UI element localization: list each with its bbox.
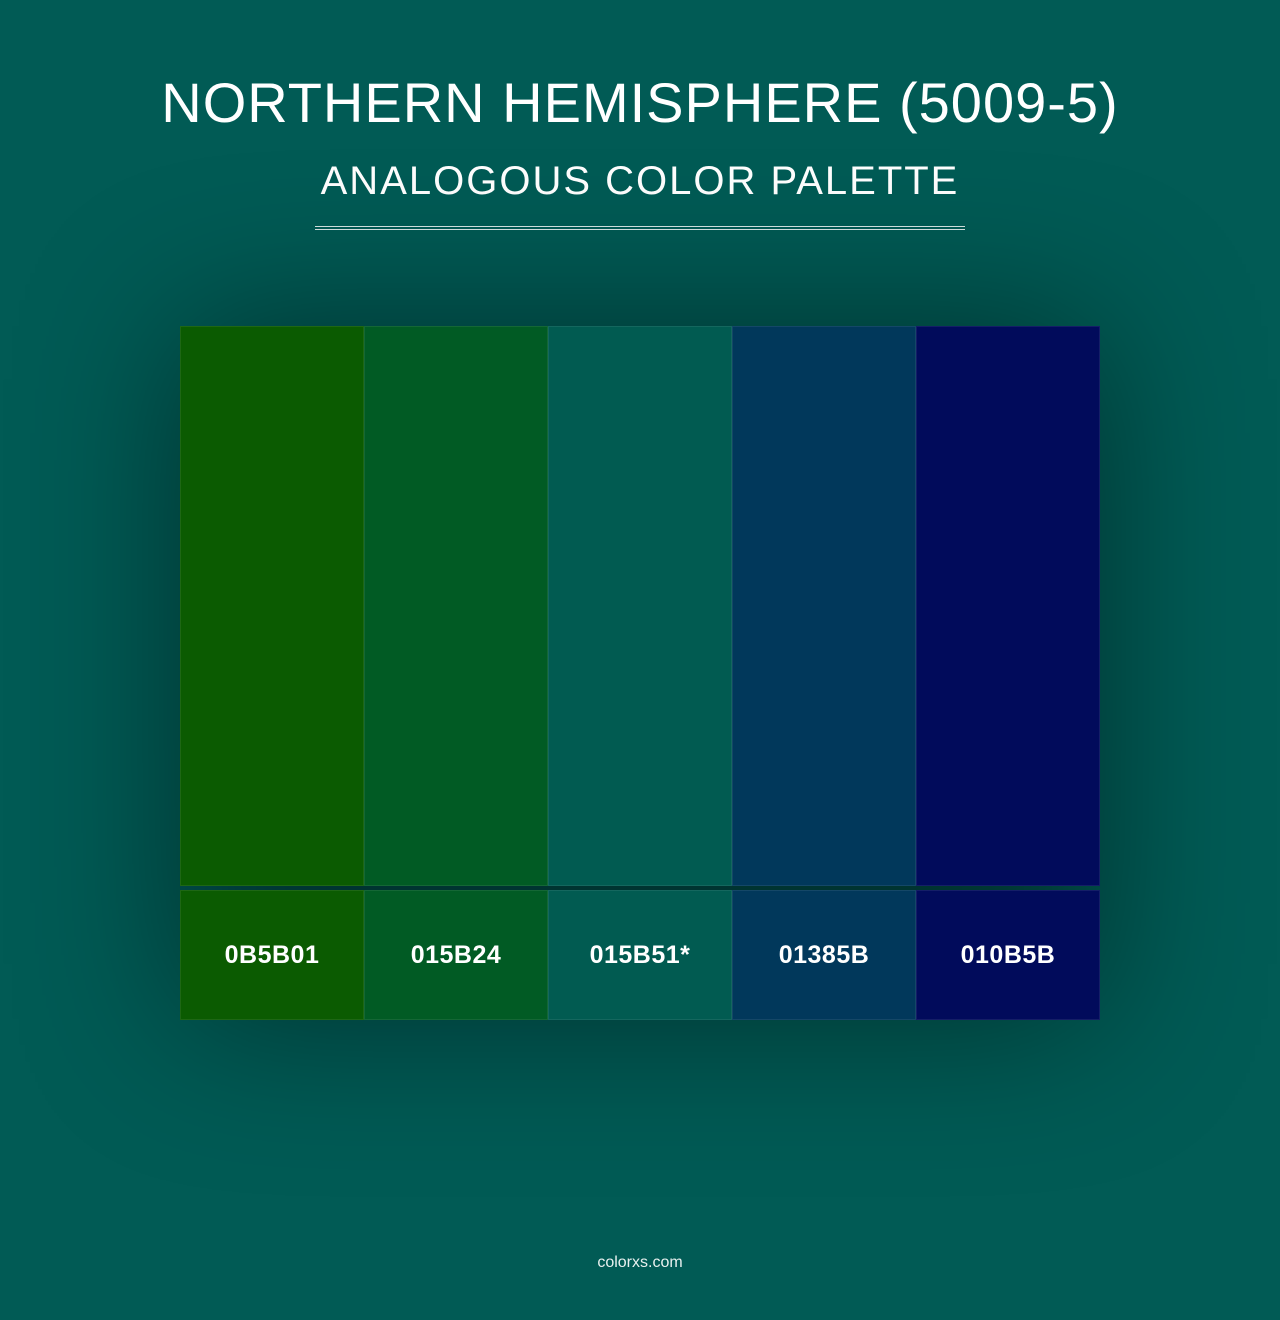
swatch-row bbox=[180, 326, 1100, 886]
swatch bbox=[364, 326, 548, 886]
page-title: NORTHERN HEMISPHERE (5009-5) bbox=[161, 70, 1118, 135]
footer-attribution: colorxs.com bbox=[0, 1254, 1280, 1272]
swatch bbox=[180, 326, 364, 886]
swatch-label: 01385B bbox=[732, 890, 916, 1020]
swatch bbox=[732, 326, 916, 886]
swatch bbox=[548, 326, 732, 886]
swatch-label: 015B51* bbox=[548, 890, 732, 1020]
swatch bbox=[916, 326, 1100, 886]
divider bbox=[315, 226, 965, 230]
swatch-label: 010B5B bbox=[916, 890, 1100, 1020]
palette: 0B5B01 015B24 015B51* 01385B 010B5B bbox=[180, 326, 1100, 1020]
swatch-label: 015B24 bbox=[364, 890, 548, 1020]
page-subtitle: ANALOGOUS COLOR PALETTE bbox=[321, 159, 960, 204]
label-row: 0B5B01 015B24 015B51* 01385B 010B5B bbox=[180, 890, 1100, 1020]
palette-card: NORTHERN HEMISPHERE (5009-5) ANALOGOUS C… bbox=[0, 0, 1280, 1320]
swatch-label: 0B5B01 bbox=[180, 890, 364, 1020]
